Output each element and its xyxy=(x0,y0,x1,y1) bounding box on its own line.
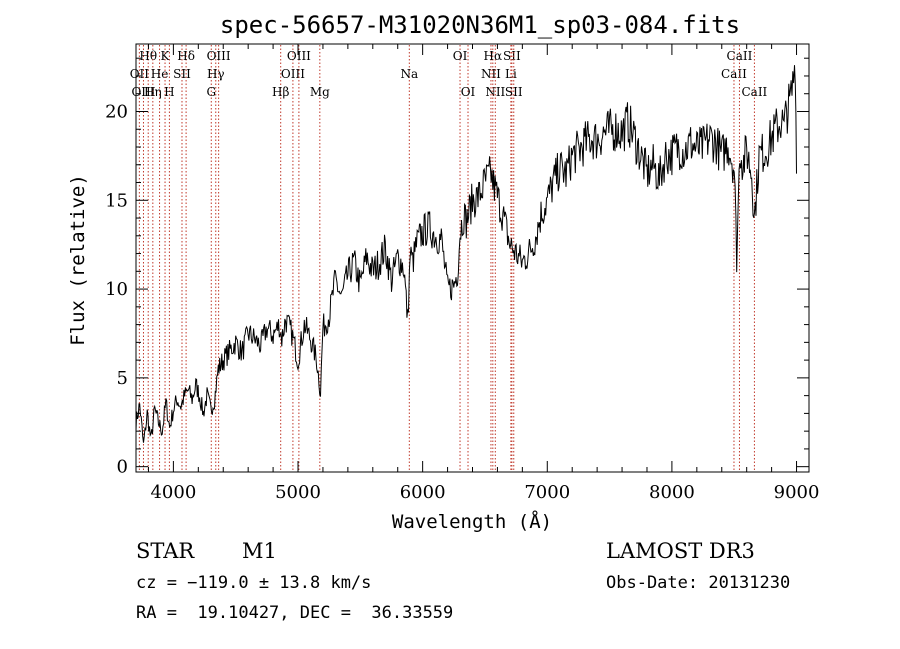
y-axis-label: Flux (relative) xyxy=(67,174,89,346)
line-marker-label: SII xyxy=(173,67,191,81)
line-marker-label: H xyxy=(164,85,174,99)
line-marker-label: SII xyxy=(505,85,523,99)
line-marker-label: OIII xyxy=(207,49,231,63)
line-marker-label: Hα xyxy=(484,49,503,63)
coordinates: RA = 19.10427, DEC = 36.33559 xyxy=(136,603,454,623)
x-tick-label: 9000 xyxy=(774,482,820,503)
object-subclass: M1 xyxy=(242,539,277,563)
y-tick-label: 15 xyxy=(105,190,128,211)
line-marker-label: OIII xyxy=(287,49,311,63)
line-marker-label: Na xyxy=(400,67,418,81)
line-marker-label: Hη xyxy=(144,85,162,99)
line-marker-label: G xyxy=(206,85,216,99)
line-marker-label: OI xyxy=(453,49,468,63)
plot-frame xyxy=(135,43,810,473)
line-marker-label: Hγ xyxy=(207,67,225,81)
x-axis-label: Wavelength (Å) xyxy=(392,510,552,533)
line-marker-label: Hθ xyxy=(139,49,157,63)
x-tick-label: 4000 xyxy=(150,482,196,503)
line-marker-label: NII xyxy=(485,85,505,99)
observation-date: Obs-Date: 20131230 xyxy=(606,573,791,593)
line-marker-label: CaII xyxy=(727,49,753,63)
line-marker-label: CaII xyxy=(721,67,747,81)
line-marker-label: CaII xyxy=(741,85,767,99)
y-tick-label: 20 xyxy=(105,101,128,122)
y-tick-label: 0 xyxy=(117,457,128,478)
x-tick-label: 8000 xyxy=(649,482,695,503)
line-marker-label: SII xyxy=(503,49,521,63)
plot-area: HθOIIOIIIHηHeKHSIIHδGHγOIIIHβOIIIOIIIMgN… xyxy=(105,43,820,503)
line-marker-label: OIII xyxy=(281,67,305,81)
line-marker-label: Hβ xyxy=(272,85,289,99)
y-tick-label: 10 xyxy=(105,279,128,300)
line-marker-label: OIII xyxy=(131,85,155,99)
y-tick-label: 5 xyxy=(117,368,128,389)
survey-name: LAMOST DR3 xyxy=(606,539,755,563)
line-marker-label: Hδ xyxy=(177,49,195,63)
x-tick-label: 7000 xyxy=(524,482,570,503)
redshift-velocity: cz = −119.0 ± 13.8 km/s xyxy=(136,573,372,593)
line-marker-label: OI xyxy=(461,85,476,99)
line-marker-label: Li xyxy=(505,67,517,81)
object-class: STAR xyxy=(136,539,195,563)
x-tick-label: 5000 xyxy=(275,482,321,503)
line-marker-label: NII xyxy=(481,67,501,81)
line-marker-label: OII xyxy=(130,67,150,81)
chart-title: spec-56657-M31020N36M1_sp03-084.fits xyxy=(220,11,740,39)
x-tick-label: 6000 xyxy=(400,482,446,503)
line-marker-label: K xyxy=(161,49,171,63)
line-marker-label: Mg xyxy=(310,85,330,99)
line-marker-label: He xyxy=(151,67,169,81)
spectrum-line xyxy=(135,65,797,443)
